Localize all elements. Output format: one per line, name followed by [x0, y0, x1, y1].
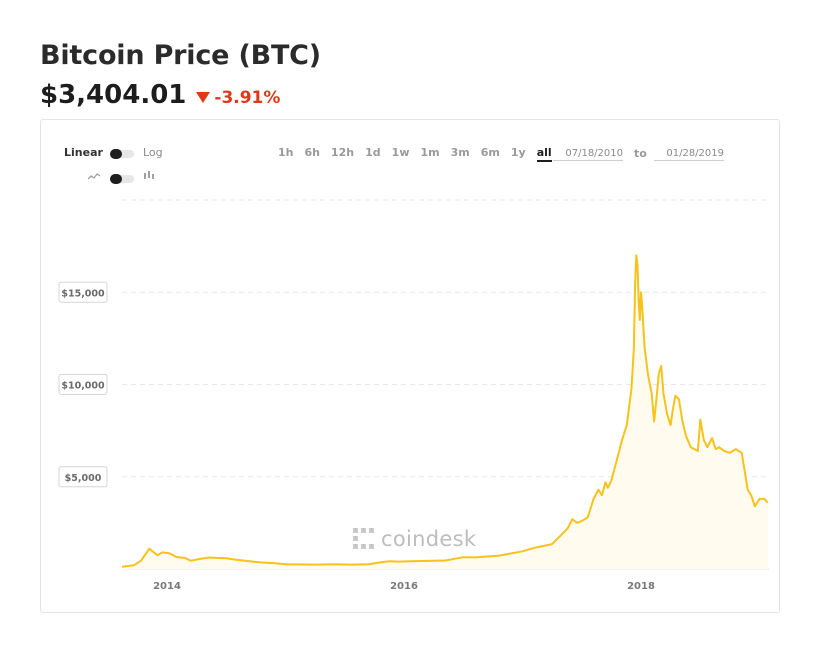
watermark-text: coindesk — [381, 527, 477, 551]
series-line — [121, 254, 769, 568]
y-tick-box — [58, 374, 108, 395]
price-change-value: -3.91% — [214, 87, 281, 108]
range-12h[interactable]: 12h — [331, 146, 355, 159]
date-to-input[interactable]: 01/28/2019 — [654, 148, 724, 161]
scale-log-label[interactable]: Log — [143, 146, 163, 159]
coindesk-watermark: coindesk — [353, 527, 476, 551]
x-tick-label: 2014 — [153, 581, 181, 592]
x-tick-label: 2016 — [390, 581, 418, 592]
range-1d[interactable]: 1d — [365, 146, 381, 159]
down-triangle-icon — [196, 92, 211, 103]
chart-type-toggle[interactable] — [110, 174, 134, 184]
range-6m[interactable]: 6m — [480, 146, 500, 159]
y-tick-box — [58, 281, 108, 303]
line-chart-icon[interactable] — [87, 171, 101, 184]
y-tick-box — [58, 466, 108, 488]
series-area — [122, 255, 768, 569]
y-tick-label: $5,000 — [65, 473, 102, 484]
y-tick-label: $15,000 — [61, 288, 105, 299]
range-1y[interactable]: 1y — [510, 146, 526, 159]
candlestick-icon[interactable] — [143, 171, 155, 184]
current-price: $3,404.01 — [40, 80, 187, 110]
scale-toggle-knob — [110, 149, 122, 159]
range-6h[interactable]: 6h — [304, 146, 321, 159]
date-from-input[interactable]: 07/18/2010 — [553, 148, 623, 161]
date-to-label: to — [634, 147, 647, 160]
page-title: Bitcoin Price (BTC) — [40, 40, 321, 71]
range-1w[interactable]: 1w — [391, 146, 410, 159]
range-selector: 1h 6h 12h 1d 1w 1m 3m 6m 1y all — [278, 146, 563, 162]
range-1m[interactable]: 1m — [420, 146, 440, 159]
range-3m[interactable]: 3m — [450, 146, 470, 159]
scale-linear-label[interactable]: Linear — [64, 146, 103, 159]
price-chart: $5,000 $10,000 $15,000 2014 2016 2018 — [58, 199, 769, 592]
x-tick-label: 2018 — [627, 581, 655, 592]
y-tick-label: $10,000 — [61, 381, 105, 392]
range-all[interactable]: all — [536, 146, 552, 162]
range-1h[interactable]: 1h — [278, 146, 294, 159]
chart-type-toggle-knob — [110, 174, 122, 184]
scale-toggle[interactable] — [110, 149, 134, 159]
price-change: -3.91% — [196, 88, 280, 108]
price-row: $3,404.01 -3.91% — [40, 80, 280, 110]
coindesk-logo-icon — [353, 528, 374, 549]
chart-card: Linear Log 1h 6h 12h 1d 1w 1m 3m 6m 1y all 07/18/… — [40, 119, 780, 613]
